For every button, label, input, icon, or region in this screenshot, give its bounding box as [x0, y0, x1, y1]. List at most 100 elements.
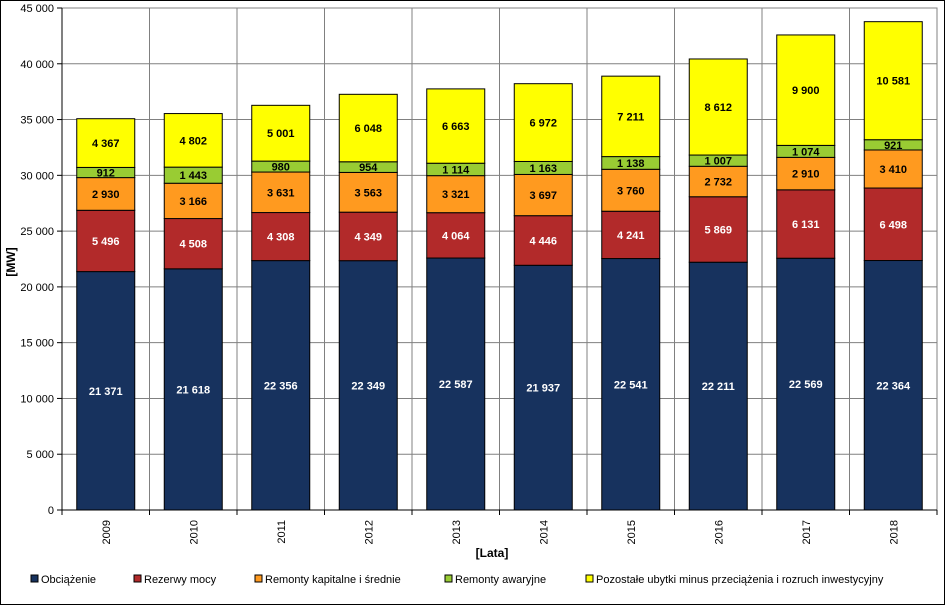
y-tick-labels: 0 5 000 10 000 15 000 20 000 25 000 30 000 35 0… — [20, 3, 54, 517]
legend-swatch — [30, 574, 39, 583]
data-label: 3 166 — [179, 196, 207, 208]
y-tick-label: 45 000 — [20, 3, 54, 15]
bar-segment — [601, 258, 661, 511]
bar-segment — [513, 83, 573, 162]
bar-segment — [513, 173, 573, 217]
legend-swatch — [444, 574, 453, 583]
data-label: 921 — [884, 140, 902, 152]
data-label: 4 064 — [442, 230, 470, 242]
bar-segment — [163, 182, 223, 220]
data-label: 5 869 — [704, 224, 732, 236]
data-label: 10 581 — [876, 76, 910, 88]
y-tick-label: 15 000 — [20, 338, 54, 350]
bar-segment — [251, 212, 311, 262]
bar-segment — [601, 168, 661, 212]
data-label: 1 074 — [792, 146, 820, 158]
data-label: 21 371 — [89, 386, 123, 398]
bar-segment — [338, 260, 398, 511]
data-label: 4 308 — [267, 232, 295, 244]
y-tick-label: 20 000 — [20, 282, 54, 294]
y-axis-title: [MW] — [4, 247, 18, 276]
data-label: 4 802 — [179, 135, 207, 147]
bar-segment — [776, 34, 836, 146]
data-label: 1 163 — [529, 163, 557, 175]
data-label: 22 211 — [702, 381, 735, 393]
bar-segment — [251, 260, 311, 511]
data-label: 6 663 — [442, 121, 470, 133]
legend: Obciążenie Rezerwy mocy Remonty kapitalne … — [30, 574, 884, 586]
bar-segment — [338, 211, 398, 262]
bar-segment — [601, 210, 661, 260]
legend-swatch — [585, 574, 594, 583]
bar-segment — [251, 104, 311, 162]
data-label: 4 446 — [529, 235, 557, 247]
bar-segment — [426, 212, 486, 259]
data-label: 6 498 — [879, 219, 907, 231]
x-tick-label: 2016 — [713, 520, 725, 544]
y-tick-label: 35 000 — [20, 115, 54, 127]
bar-segment — [426, 257, 486, 511]
data-label: 4 367 — [92, 138, 120, 150]
bars: 21 371 5 496 2 930 912 4 367 21 618 4 508 3 166… — [76, 21, 923, 511]
legend-entry: Remonty awaryjne — [455, 574, 546, 586]
data-label: 3 321 — [442, 189, 470, 201]
bar-segment — [863, 149, 923, 189]
data-label: 22 349 — [351, 380, 385, 392]
bar-segment — [688, 58, 748, 156]
data-label: 21 618 — [176, 384, 210, 396]
y-tick-label: 30 000 — [20, 170, 54, 182]
data-label: 22 587 — [439, 379, 473, 391]
bar-segment — [776, 257, 836, 511]
bar-segment — [338, 93, 398, 163]
bar-segment — [688, 196, 748, 263]
bar-segment — [513, 215, 573, 266]
bar-segment — [688, 165, 748, 198]
data-label: 4 349 — [354, 231, 382, 243]
y-tick-label: 0 — [48, 505, 54, 517]
y-tick-label: 40 000 — [20, 59, 54, 71]
bar-segment — [338, 171, 398, 213]
data-label: 3 563 — [354, 187, 382, 199]
bar-segment — [163, 268, 223, 511]
legend-swatch — [133, 574, 142, 583]
x-tick-label: 2015 — [626, 520, 638, 544]
data-label: 7 211 — [617, 111, 644, 123]
x-tick-label: 2010 — [188, 520, 200, 544]
bar-segment — [163, 218, 223, 270]
x-tick-labels: 2009 2010 2011 2012 2013 2014 2015 2016 2017 2018 — [101, 520, 901, 544]
x-tick-label: 2018 — [888, 520, 900, 544]
bar-segment — [76, 177, 136, 211]
legend-entry: Obciążenie — [41, 574, 96, 586]
bar-segment — [776, 156, 836, 191]
data-label: 6 131 — [792, 219, 820, 231]
data-label: 22 541 — [614, 379, 648, 391]
legend-swatch — [254, 574, 263, 583]
data-label: 4 508 — [179, 239, 207, 251]
data-label: 912 — [97, 168, 115, 180]
data-label: 3 631 — [267, 187, 295, 199]
y-tick-label: 25 000 — [20, 226, 54, 238]
data-label: 2 910 — [792, 169, 820, 181]
data-label: 4 241 — [617, 230, 645, 242]
data-label: 22 364 — [876, 380, 911, 392]
x-tick-label: 2009 — [101, 520, 113, 544]
data-label: 1 007 — [704, 156, 732, 168]
legend-entry: Remonty kapitalne i średnie — [265, 574, 401, 586]
data-label: 954 — [359, 162, 378, 174]
x-axis-title: [Lata] — [476, 546, 509, 560]
data-label: 9 900 — [792, 85, 820, 97]
data-label: 8 612 — [704, 102, 732, 114]
bar-segment — [863, 260, 923, 511]
x-tick-label: 2012 — [363, 520, 375, 544]
x-tick-label: 2017 — [801, 520, 813, 544]
data-label: 3 410 — [879, 164, 907, 176]
bar-segment — [426, 175, 486, 214]
data-label: 2 732 — [704, 177, 732, 189]
data-label: 3 760 — [617, 185, 645, 197]
data-label: 980 — [272, 162, 290, 174]
bar-segment — [251, 171, 311, 214]
data-label: 1 138 — [617, 158, 645, 170]
bar-segment — [163, 113, 223, 168]
bar-segment — [76, 118, 136, 168]
